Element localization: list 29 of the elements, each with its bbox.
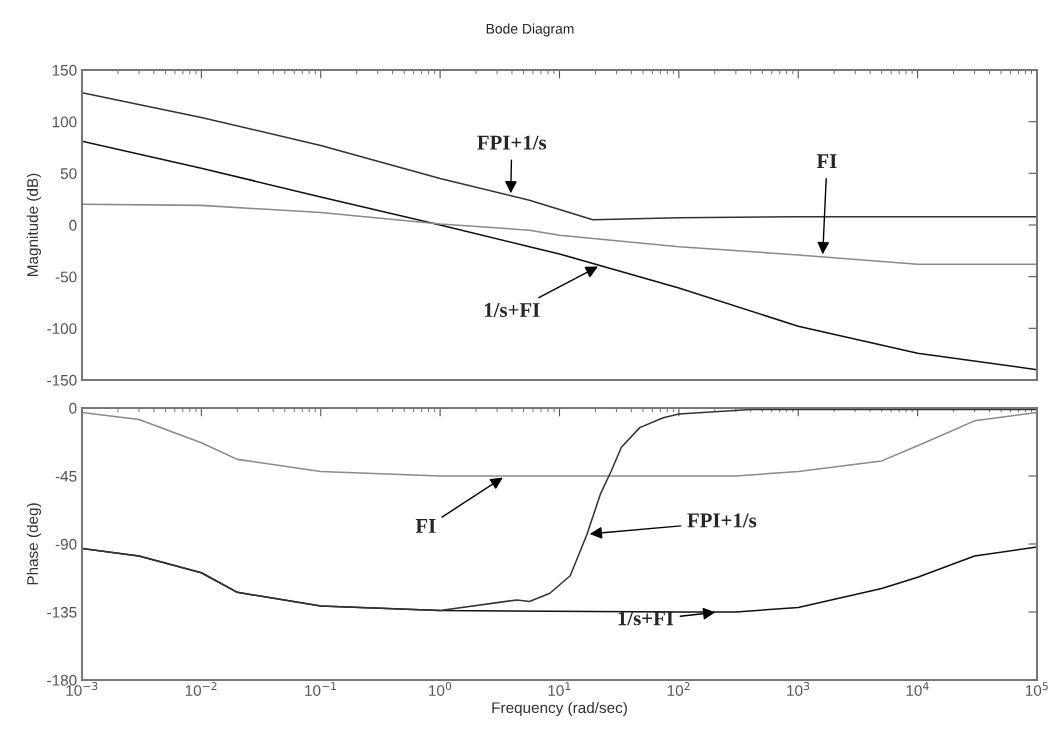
y-tick-label: -100: [47, 323, 77, 335]
y-tick-label: -90: [55, 538, 77, 550]
y-tick-label: 100: [52, 116, 77, 128]
annotation: 1/s+FI: [484, 303, 540, 318]
annotation: FPI+1/s: [687, 513, 757, 528]
annotation: 1/s+FI: [618, 611, 674, 626]
x-tick-label: 10$^{2}$: [667, 682, 690, 696]
y-tick-label: -45: [55, 471, 77, 482]
y-tick-label: 0: [69, 402, 77, 414]
x-tick-label: 10$^{−2}$: [185, 682, 217, 696]
x-tick-label: 10$^{1}$: [548, 682, 571, 696]
y-axis-title: Magnitude (dB): [26, 173, 42, 276]
y-tick-label: 150: [52, 64, 77, 76]
chart-title: Bode Diagram: [486, 23, 574, 37]
x-tick-label: 10$^{0}$: [429, 682, 452, 696]
y-tick-label: -50: [55, 271, 77, 283]
x-tick-label: 10$^{−1}$: [305, 682, 336, 696]
y-tick-label: -135: [47, 606, 77, 618]
annotation: FI: [816, 154, 837, 169]
y-tick-label: 0: [69, 219, 77, 231]
x-axis-title: Frequency (rad/sec): [492, 701, 627, 717]
annotation: FI: [415, 519, 436, 533]
x-tick-label: 10$^{4}$: [906, 682, 929, 696]
y-tick-label: -150: [47, 374, 77, 386]
x-tick-label: 10$^{5}$: [1025, 682, 1048, 696]
x-tick-label: 10$^{3}$: [787, 682, 810, 696]
y-tick-label: 50: [60, 168, 77, 180]
y-axis-title: Phase (deg): [26, 503, 42, 585]
annotation: FPI+1/s: [477, 135, 547, 150]
